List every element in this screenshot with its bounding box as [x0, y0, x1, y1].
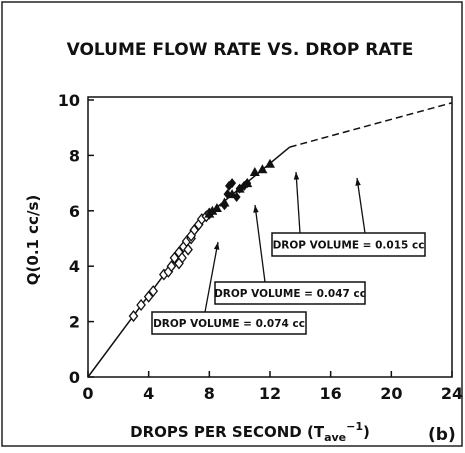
y-tick-label: 6 — [69, 202, 80, 221]
x-label-text: DROPS PER SECOND (T — [130, 423, 325, 441]
fit-line — [289, 102, 453, 148]
x-tick-label: 16 — [320, 384, 342, 403]
fit-line — [87, 146, 291, 378]
data-point — [265, 158, 275, 168]
data-point — [183, 243, 193, 256]
data-point — [128, 310, 139, 323]
annotation-arrow — [204, 241, 219, 313]
data-point — [249, 167, 260, 177]
x-tick-label: 20 — [380, 384, 402, 403]
arrow-head — [253, 205, 259, 213]
data-point — [207, 205, 218, 215]
x-tick-label: 12 — [259, 384, 281, 403]
annotation-arrow — [254, 204, 266, 283]
arrow-head — [355, 178, 361, 186]
data-point — [143, 290, 154, 303]
annotation-text: DROP VOLUME = 0.074 cc — [153, 318, 305, 330]
data-point — [136, 298, 146, 312]
x-label-sup: −1 — [346, 420, 363, 433]
annotation-arrow — [295, 171, 301, 234]
x-axis-label: DROPS PER SECOND (Tave−1) — [130, 420, 370, 444]
x-label-close: ) — [363, 423, 370, 441]
annotation-box — [214, 281, 366, 305]
data-point — [166, 260, 177, 273]
figure-frame — [1, 1, 463, 447]
panel-label: (b) — [428, 425, 456, 445]
data-point — [219, 197, 230, 207]
x-label-sub: ave — [324, 431, 346, 444]
data-point — [227, 189, 238, 199]
y-tick-label: 2 — [69, 313, 80, 332]
annotation-text: DROP VOLUME = 0.047 cc — [214, 288, 366, 300]
data-point — [242, 178, 253, 188]
chart-title: VOLUME FLOW RATE VS. DROP RATE — [67, 40, 414, 60]
x-tick-label: 4 — [143, 384, 154, 403]
y-tick-label: 4 — [69, 257, 80, 276]
x-tick-label: 8 — [204, 384, 215, 403]
y-tick-label: 10 — [58, 91, 80, 110]
annotation-box — [151, 311, 307, 335]
y-tick-label: 0 — [69, 368, 80, 387]
data-point — [225, 180, 234, 191]
annotation-arrow — [356, 177, 366, 234]
x-tick-label: 24 — [441, 384, 463, 403]
y-tick-label: 8 — [69, 146, 80, 165]
data-point — [148, 285, 159, 298]
arrow-head — [293, 172, 300, 180]
arrow-head — [213, 242, 220, 250]
data-point — [186, 229, 196, 242]
data-point — [169, 251, 180, 264]
annotation-box — [271, 232, 426, 257]
annotation-text: DROP VOLUME = 0.015 cc — [273, 240, 425, 252]
data-point — [234, 183, 245, 193]
x-tick-label: 0 — [82, 384, 93, 403]
data-point — [174, 257, 184, 270]
y-axis-label: Q(0.1 cc/s) — [24, 195, 42, 285]
data-point — [257, 164, 268, 174]
